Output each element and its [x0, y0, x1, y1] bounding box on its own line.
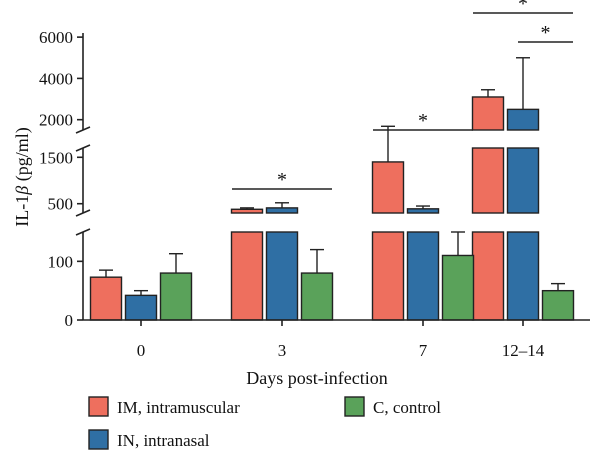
legend-swatch [88, 429, 109, 450]
y-axis-label: IL-1β (pg/ml) [12, 127, 33, 226]
bar [471, 96, 505, 131]
y-tick-label: 6000 [39, 28, 73, 47]
axis-break-mark [75, 228, 91, 236]
significance-star: * [541, 22, 551, 44]
x-tick-label: 12–14 [502, 341, 545, 360]
x-tick-label: 3 [278, 341, 287, 360]
bar [406, 231, 440, 321]
significance-star: * [277, 169, 287, 191]
significance-star: * [418, 110, 428, 132]
bar [406, 208, 440, 214]
axis-break-mark [75, 144, 91, 152]
y-tick-label: 100 [48, 252, 74, 271]
bar [230, 208, 264, 214]
legend-label: IN, intranasal [117, 431, 210, 450]
y-tick-label: 0 [65, 311, 74, 330]
bar [506, 231, 540, 321]
axis-break-mark [75, 126, 91, 134]
x-tick-label: 0 [137, 341, 146, 360]
bar [471, 231, 505, 321]
significance-star: * [518, 0, 528, 15]
bar [265, 207, 299, 214]
bar [441, 254, 475, 321]
bar [124, 294, 158, 321]
legend-swatch [88, 396, 109, 417]
legend-label: C, control [373, 398, 441, 417]
bar [541, 289, 575, 321]
bar [506, 108, 540, 131]
bar [159, 272, 193, 321]
y-tick-label: 2000 [39, 111, 73, 130]
legend-label: IM, intramuscular [117, 398, 240, 417]
x-tick-label: 7 [419, 341, 428, 360]
bar [230, 231, 264, 321]
legend-swatch [344, 396, 365, 417]
bar [471, 147, 505, 214]
y-tick-label: 500 [48, 195, 74, 214]
bar [506, 147, 540, 214]
bar [371, 161, 405, 214]
bar [300, 272, 334, 321]
y-tick-label: 1500 [39, 148, 73, 167]
bar [371, 231, 405, 321]
x-axis-label: Days post-infection [246, 368, 387, 388]
axis-break-mark [75, 209, 91, 217]
y-tick-label: 4000 [39, 69, 73, 88]
bar [265, 231, 299, 321]
bar [89, 276, 123, 321]
